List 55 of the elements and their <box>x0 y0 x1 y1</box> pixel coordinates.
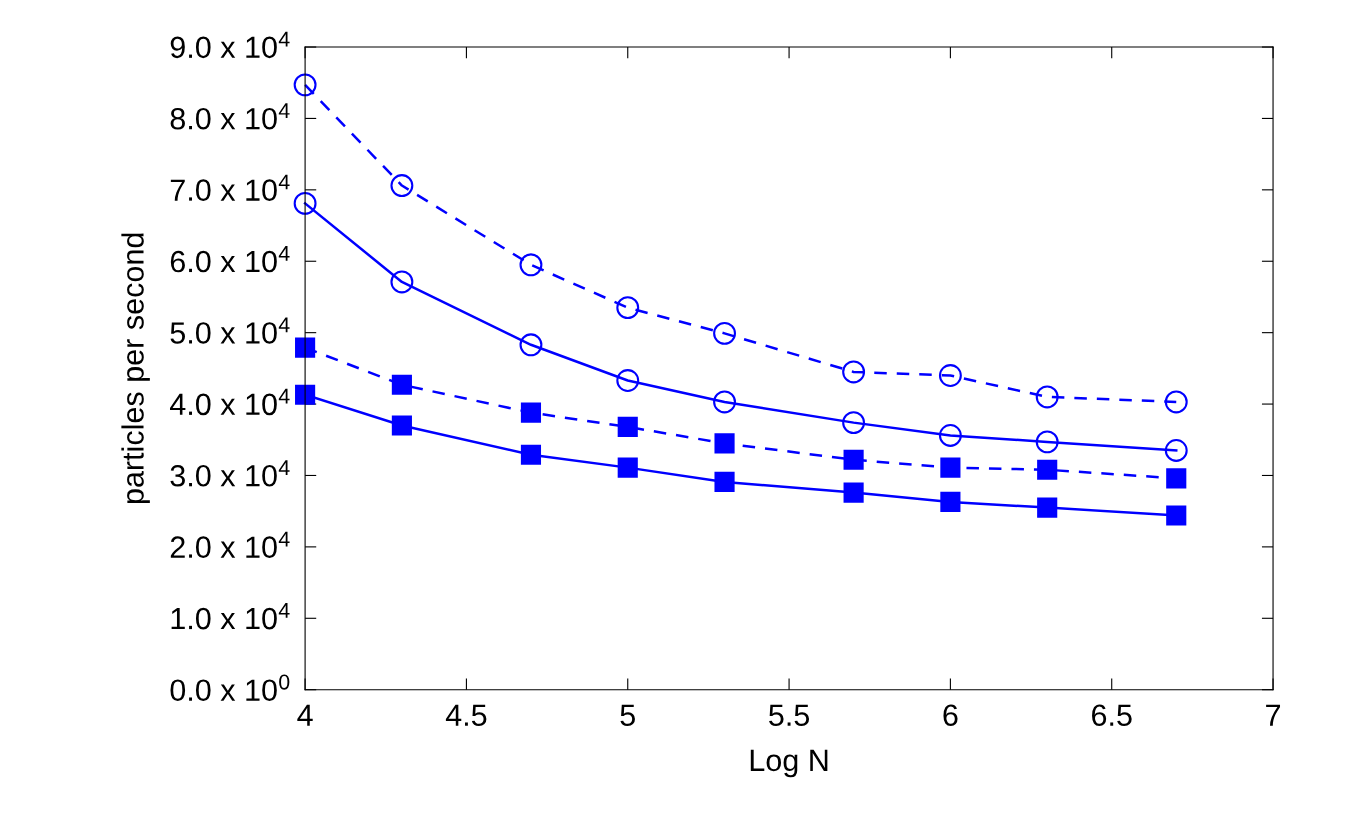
y-tick-label: 5.0 x 10$^{4}$ <box>170 317 290 344</box>
x-axis-title: Log N <box>750 749 828 778</box>
x-tick-label: 4 <box>297 704 313 726</box>
point <box>295 384 316 405</box>
point <box>1035 385 1059 409</box>
point <box>1164 390 1188 414</box>
point <box>1035 430 1059 454</box>
point <box>1166 468 1187 489</box>
point <box>843 482 864 503</box>
point <box>520 444 542 465</box>
point <box>843 449 864 470</box>
y-tick-label: 4.0 x 10$^{4}$ <box>170 388 290 416</box>
point <box>519 333 543 357</box>
x-tick-label: 7 <box>1266 704 1281 726</box>
point <box>1037 497 1058 518</box>
point <box>940 457 961 478</box>
y-tick-label: 8.0 x 10$^{4}$ <box>170 103 290 130</box>
point <box>842 360 866 384</box>
point <box>390 270 414 294</box>
point <box>519 253 543 277</box>
y-tick-label: 9.0 x 10$^{4}$ <box>170 31 290 59</box>
point <box>293 73 317 97</box>
point <box>938 364 962 387</box>
y-tick-label: 3.0 x 10$^{4}$ <box>170 460 290 487</box>
point <box>1164 439 1188 462</box>
point <box>714 471 735 492</box>
point <box>295 337 316 358</box>
point <box>1166 505 1187 526</box>
x-tick-label: 4.5 <box>445 704 487 727</box>
point <box>713 321 736 345</box>
x-tick-label: 5 <box>620 704 635 727</box>
point <box>520 402 542 423</box>
y-tick-label: 7.0 x 10$^{4}$ <box>170 174 290 201</box>
point <box>391 415 412 436</box>
point <box>938 424 962 447</box>
point <box>714 433 735 454</box>
y-tick-label: 0.0 x 10$^{0}$ <box>170 674 290 702</box>
y-tick-label: 6.0 x 10$^{4}$ <box>170 246 290 273</box>
point <box>616 296 640 320</box>
x-tick-label: 5.5 <box>769 704 810 727</box>
point <box>391 374 412 395</box>
point <box>940 491 961 512</box>
point <box>390 174 414 198</box>
point <box>1037 459 1058 480</box>
point <box>617 457 638 478</box>
point <box>842 411 866 435</box>
point <box>713 390 736 414</box>
point <box>616 369 640 392</box>
x-tick-label: 6.5 <box>1092 704 1132 727</box>
point <box>617 416 638 437</box>
point <box>293 191 317 215</box>
x-tick-label: 6 <box>943 704 958 727</box>
y-tick-label: 2.0 x 10$^{4}$ <box>170 531 290 558</box>
y-tick-label: 1.0 x 10$^{4}$ <box>171 603 290 630</box>
y-axis-title: particles per second <box>121 233 150 504</box>
